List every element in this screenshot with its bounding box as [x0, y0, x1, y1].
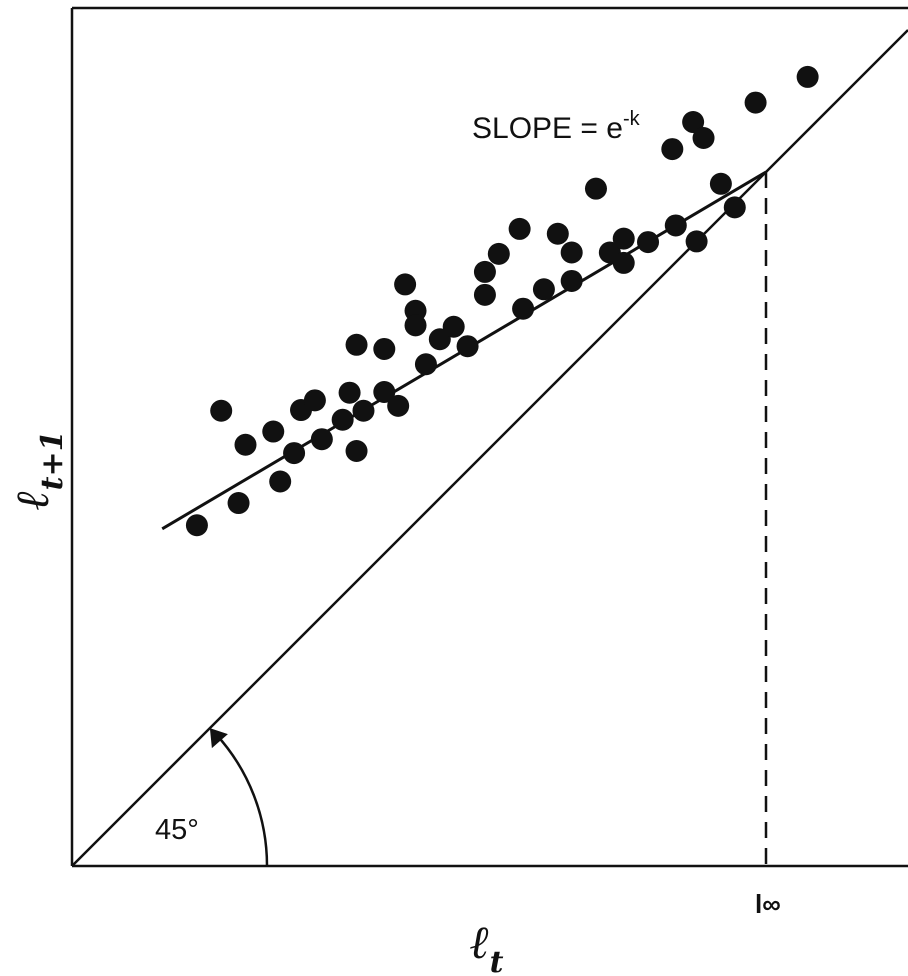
slope-annotation-exponent: -k — [623, 108, 641, 130]
x-axis-label: ℓt — [470, 915, 504, 976]
data-point — [661, 138, 684, 161]
data-point — [185, 514, 208, 537]
data-point — [560, 241, 583, 264]
data-point — [303, 389, 326, 412]
y-axis-label: ℓt+1 — [5, 430, 70, 510]
data-point — [345, 333, 368, 356]
data-point — [331, 408, 354, 431]
x-axis-label-sub: t — [490, 945, 504, 976]
angle-arc — [214, 733, 269, 867]
data-point — [210, 399, 233, 422]
data-point — [532, 278, 555, 301]
data-point — [744, 91, 767, 114]
data-point — [283, 442, 306, 465]
data-point — [487, 242, 510, 265]
data-point — [373, 337, 396, 360]
data-point — [394, 273, 417, 296]
data-point — [269, 470, 292, 493]
data-point — [338, 381, 361, 404]
data-point — [546, 222, 569, 245]
data-point — [685, 230, 708, 253]
angle-label: 45° — [155, 814, 199, 846]
data-point — [234, 433, 257, 456]
data-point — [508, 217, 531, 240]
data-point — [723, 196, 746, 219]
data-point — [796, 65, 819, 88]
y-axis-label-main: ℓ — [5, 490, 59, 510]
identity-45-line — [71, 29, 908, 867]
slope-annotation: SLOPE = e-k — [472, 108, 641, 145]
data-point — [664, 214, 687, 237]
data-point — [512, 297, 535, 320]
data-point — [262, 420, 285, 443]
data-point — [404, 314, 427, 337]
data-point — [612, 251, 635, 274]
slope-annotation-text: SLOPE = e — [472, 112, 623, 145]
data-point — [612, 227, 635, 250]
data-point — [456, 335, 479, 358]
angle-arrowhead — [209, 728, 228, 749]
l-infinity-label: l∞ — [755, 889, 781, 919]
data-point — [709, 172, 732, 195]
data-point — [637, 231, 660, 254]
data-point — [682, 111, 705, 134]
data-point — [345, 439, 368, 462]
x-axis-label-main: ℓ — [470, 915, 490, 969]
data-point — [227, 492, 250, 515]
y-axis-label-sub: t+1 — [35, 430, 70, 490]
data-point — [692, 126, 715, 149]
data-point — [373, 380, 396, 403]
chart-lines — [71, 29, 908, 867]
data-point — [442, 315, 465, 338]
data-point — [584, 177, 607, 200]
data-point — [414, 353, 437, 376]
data-point — [473, 260, 496, 283]
data-point — [560, 269, 583, 292]
plot-frame — [70, 6, 908, 868]
data-point — [387, 394, 410, 417]
data-point — [310, 428, 333, 451]
data-point — [473, 283, 496, 306]
data-points — [185, 65, 819, 537]
data-point — [352, 399, 375, 422]
